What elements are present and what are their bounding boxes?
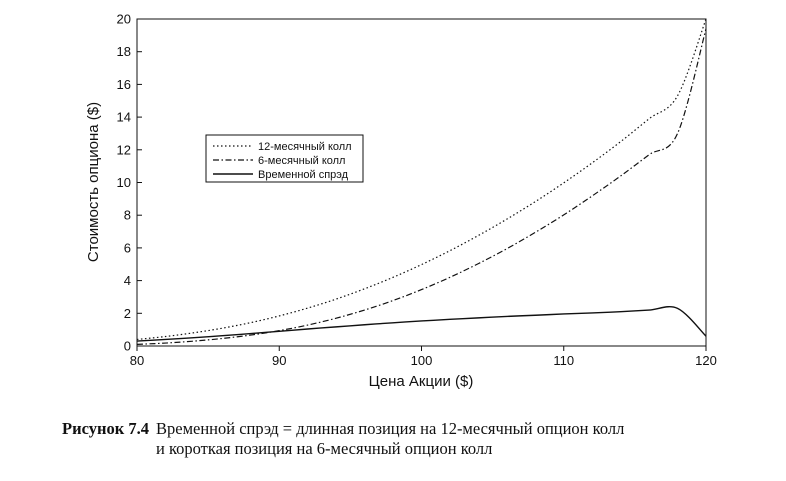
y-tick-label: 10	[117, 175, 131, 190]
series-line-2	[136, 306, 707, 342]
y-tick-label: 12	[117, 142, 131, 157]
x-tick-label: 120	[695, 353, 717, 368]
x-tick-label: 100	[411, 353, 433, 368]
x-tick-label: 80	[130, 353, 144, 368]
y-tick-label: 8	[124, 208, 131, 223]
y-axis-title: Стоимость опциона ($)	[85, 102, 102, 262]
series-layer	[136, 18, 707, 345]
legend-label-6m: 6-месячный колл	[258, 155, 345, 167]
y-tick-label: 2	[124, 306, 131, 321]
y-tick-label: 16	[117, 77, 131, 92]
caption-line-2: и короткая позиция на 6-месячный опцион …	[156, 439, 493, 458]
y-tick-label: 0	[124, 339, 131, 354]
y-tick-label: 6	[124, 240, 131, 255]
chart: 0 2 4 6 8 10 12 14 16 18 20 80 90 100 110 120 Цена Акц…	[85, 12, 717, 391]
y-tick-label: 18	[117, 44, 131, 59]
caption-text: Временной спрэд = длинная позиция на 12-…	[156, 419, 776, 459]
y-tick-label: 14	[117, 110, 131, 125]
y-tick-label: 20	[117, 12, 131, 27]
series-line-1	[136, 28, 707, 345]
y-tick-label: 4	[124, 273, 131, 288]
legend-label-12m: 12-месячный колл	[258, 141, 352, 153]
x-tick-label: 90	[272, 353, 286, 368]
legend: 12-месячный колл 6-месячный колл Временн…	[205, 134, 364, 183]
y-axis-ticks: 0 2 4 6 8 10 12 14 16 18 20	[117, 12, 142, 354]
caption-line-1: Временной спрэд = длинная позиция на 12-…	[156, 419, 625, 438]
x-tick-label: 110	[553, 353, 574, 368]
caption-label: Рисунок 7.4	[62, 419, 149, 438]
x-axis-title: Цена Акции ($)	[369, 373, 474, 390]
legend-label-spread: Временной спрэд	[258, 169, 349, 181]
x-axis-ticks: 80 90 100 110 120	[130, 346, 717, 368]
